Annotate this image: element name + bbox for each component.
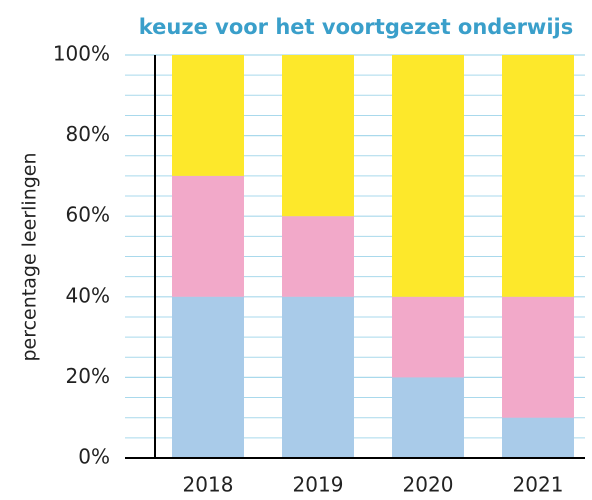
bar-segment <box>392 377 464 458</box>
x-tick-label: 2019 <box>293 473 344 497</box>
bar-segment <box>172 296 244 458</box>
y-axis-label: percentage leerlingen <box>19 152 41 361</box>
y-tick-label: 60% <box>66 203 110 227</box>
bar-segment <box>282 216 354 297</box>
x-tick-label: 2021 <box>513 473 564 497</box>
bar-segment <box>502 296 574 418</box>
y-tick-label: 20% <box>66 364 110 388</box>
chart-title: keuze voor het voortgezet onderwijs <box>139 15 573 39</box>
bar-segment <box>392 55 464 297</box>
y-tick-label: 80% <box>66 122 110 146</box>
bar-segment <box>282 55 354 217</box>
bar-segment <box>502 417 574 458</box>
bar-segment <box>172 175 244 297</box>
bar-segment <box>172 55 244 176</box>
x-tick-label: 2020 <box>403 473 454 497</box>
bar-segment <box>502 55 574 297</box>
x-tick-label: 2018 <box>183 473 234 497</box>
bar-segment <box>392 296 464 378</box>
y-tick-label: 40% <box>66 283 110 307</box>
y-tick-label: 100% <box>53 42 110 66</box>
y-tick-label: 0% <box>78 445 110 469</box>
bar-segment <box>282 296 354 458</box>
